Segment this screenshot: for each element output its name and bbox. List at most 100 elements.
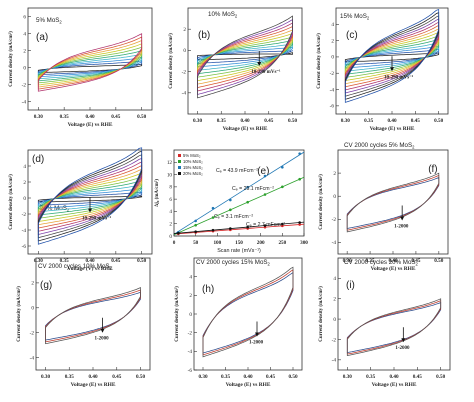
cv-loop-curve <box>37 43 143 86</box>
cdl-label: Cₑ = 29.1 mFcm⁻² <box>232 186 274 192</box>
panel-title: 10% MoS2 <box>208 11 238 19</box>
y-tick-label: 2 <box>189 293 192 299</box>
panel-title-sub: 2 <box>67 208 70 213</box>
cv-loop-curve <box>344 35 440 78</box>
panel-letter: (c) <box>346 30 358 41</box>
y-tick-label: 2 <box>331 38 334 44</box>
y-axis-label: Current density (mA/cm²) <box>316 33 322 89</box>
chart-panel-g: 0.30 0.35 0.40 0.45 0.50 -4 -2 0 2 Voltage (E) vs… <box>16 257 151 388</box>
x-tick-label: 0.40 <box>85 114 94 120</box>
panel-letter: (d) <box>32 154 44 165</box>
cv-loop-curve <box>37 161 143 232</box>
y-tick-label: -4 <box>188 349 193 355</box>
cv-loop-curve <box>37 150 143 242</box>
x-axis-label: Voltage (E) vs RHE <box>68 121 113 128</box>
y-tick-label: -2 <box>30 330 35 336</box>
legend-label: 20% MoS₂ <box>183 171 203 176</box>
data-point <box>298 221 301 224</box>
annotation-label: 1-2000 <box>394 224 409 229</box>
y-tick-label: -6 <box>330 104 335 110</box>
x-tick-label: 0.35 <box>60 258 69 264</box>
panel-letter: (i) <box>346 280 355 291</box>
legend-label: 15% MoS₂ <box>183 165 203 170</box>
y-tick-label: -4 <box>332 240 337 246</box>
data-point <box>298 223 301 226</box>
cv-loop-curve <box>344 21 440 91</box>
y-tick-label: -2 <box>330 71 335 77</box>
cv-loop-curve <box>37 147 143 245</box>
panel-letter: (g) <box>40 280 52 291</box>
y-tick-label: 4 <box>169 209 172 215</box>
cv-loop-curve <box>37 187 143 209</box>
cv-loop-curve <box>37 33 143 92</box>
data-point <box>281 224 284 228</box>
cdl-label: Cₑ = 3.1 mFcm⁻² <box>214 214 253 220</box>
x-tick-label: 0.45 <box>264 118 273 124</box>
cv-loop-curve <box>45 291 141 341</box>
y-tick-label: -4 <box>332 358 337 364</box>
cv-loop-curve <box>37 60 143 76</box>
x-tick-label: 0.45 <box>111 114 120 120</box>
panel-title-sub: 2 <box>235 14 238 19</box>
cv-loop-curve <box>37 154 143 239</box>
x-tick-label: 250 <box>278 240 286 246</box>
data-point <box>194 223 197 227</box>
cv-loop-curve <box>197 15 293 99</box>
y-axis-label: Current density (mA/cm²) <box>8 174 14 230</box>
panel-title-sub: 2 <box>412 145 415 150</box>
x-axis-label: Voltage (E) vs RHE <box>372 381 417 388</box>
y-tick-label: 0 <box>169 234 172 240</box>
x-tick-label: 150 <box>235 240 243 246</box>
cv-loop-curve <box>37 180 143 216</box>
panel-title-sub: 2 <box>367 16 370 21</box>
annotation-arrowhead <box>255 332 259 337</box>
legend-label: 10% MoS₂ <box>183 159 203 164</box>
panel-letter: (e) <box>257 166 269 177</box>
x-axis-label: Voltage (E) vs RHE <box>370 125 415 132</box>
x-tick-label: 0.35 <box>366 258 375 264</box>
y-tick-label: 0 <box>331 55 334 61</box>
cv-loop-curve <box>344 52 440 63</box>
cv-loop-curve <box>344 15 440 97</box>
y-tick-label: 2 <box>23 180 26 186</box>
x-tick-label: 0.50 <box>288 118 297 124</box>
cv-loop-curve <box>197 50 293 64</box>
x-tick-label: 0.45 <box>411 118 420 124</box>
x-tick-label: 0 <box>173 240 176 246</box>
panel-title: 5% MoS2 <box>36 17 62 25</box>
data-point <box>281 185 284 189</box>
x-tick-label: 300 <box>300 240 308 246</box>
cv-loop-curve <box>197 18 293 95</box>
y-tick-label: -6 <box>188 368 193 374</box>
panel-letter: (h) <box>202 284 214 295</box>
chart-panel-b: 0.30 0.35 0.40 0.45 0.50 -4 -2 0 2 Voltage (E) vs… <box>168 7 303 132</box>
annotation-arrowhead <box>88 208 92 213</box>
y-tick-label: -4 <box>22 99 27 105</box>
cv-loop-curve <box>37 50 143 82</box>
x-tick-label: 0.35 <box>60 114 69 120</box>
x-axis-label: Voltage (E) vs RHE <box>371 265 416 272</box>
y-tick-label: 10 <box>167 172 173 178</box>
y-tick-label: 2 <box>333 297 336 303</box>
y-tick-label: 4 <box>331 22 334 28</box>
x-tick-label: 0.45 <box>413 374 422 380</box>
panel-title-sub: 2 <box>268 262 271 267</box>
cv-loop-curve <box>37 191 143 206</box>
x-tick-label: 0.45 <box>111 258 120 264</box>
cv-loop-curve <box>45 287 141 345</box>
x-tick-label: 0.50 <box>288 374 297 380</box>
panel-title: 20% MoS2 <box>40 205 70 213</box>
cv-loop-curve <box>202 269 294 356</box>
cv-loop-curve <box>344 45 440 69</box>
annotation-arrowhead <box>257 62 262 67</box>
x-tick-label: 0.30 <box>41 374 50 380</box>
y-tick-label: -2 <box>188 330 193 336</box>
y-axis-label: Δj₀ (mA/cm²) <box>154 179 160 207</box>
cv-loop-curve <box>344 24 440 88</box>
cv-loop-curve <box>37 176 143 219</box>
legend-swatch <box>178 154 181 157</box>
annotation-arrowhead <box>400 216 405 221</box>
panel-title: CV 2000 cycles 15% MoS2 <box>196 259 271 267</box>
cv-loop-curve <box>37 46 143 84</box>
